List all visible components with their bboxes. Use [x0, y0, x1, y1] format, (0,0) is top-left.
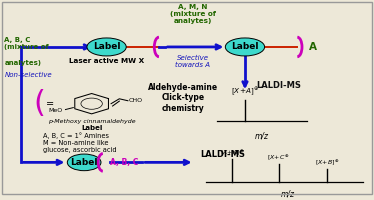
Text: =: =	[46, 99, 55, 109]
Text: A: A	[309, 42, 316, 52]
Text: A, B, C: A, B, C	[110, 158, 139, 167]
Text: Laser active MW X: Laser active MW X	[69, 58, 144, 64]
Text: $[X\!+\!A]^{\oplus}$: $[X\!+\!A]^{\oplus}$	[231, 86, 259, 98]
Text: LALDI-MS: LALDI-MS	[200, 150, 245, 159]
Text: Label: Label	[231, 42, 259, 51]
Text: CHO: CHO	[129, 98, 143, 103]
Text: A, B, C: A, B, C	[4, 37, 31, 43]
Text: Aldehyde-amine
Click-type
chemistry: Aldehyde-amine Click-type chemistry	[148, 83, 218, 113]
Text: $[X\!+\!C^{\oplus}$: $[X\!+\!C^{\oplus}$	[267, 154, 290, 163]
Text: (: (	[33, 89, 45, 118]
Text: Label: Label	[70, 158, 98, 167]
Text: MeO: MeO	[48, 108, 62, 113]
Text: glucose, ascorbic acid: glucose, ascorbic acid	[43, 147, 117, 153]
Text: Non-selective: Non-selective	[4, 72, 52, 78]
Ellipse shape	[87, 38, 126, 56]
Text: analytes): analytes)	[4, 60, 42, 66]
Text: $[X\!+\!A]^{\oplus}$: $[X\!+\!A]^{\oplus}$	[220, 149, 244, 158]
Ellipse shape	[225, 38, 265, 56]
Text: Label: Label	[93, 42, 120, 51]
Text: $[X\!+\!B]^{\oplus}$: $[X\!+\!B]^{\oplus}$	[315, 159, 340, 168]
Text: m/z: m/z	[281, 190, 295, 199]
Text: (mixture of: (mixture of	[4, 44, 49, 50]
Text: Label: Label	[81, 125, 102, 131]
Text: A, M, N
(mixture of
analytes): A, M, N (mixture of analytes)	[170, 4, 215, 24]
Text: M = Non-amine like: M = Non-amine like	[43, 140, 108, 146]
Text: LALDI-MS: LALDI-MS	[256, 81, 301, 90]
Text: p-Methoxy cinnamaldehyde: p-Methoxy cinnamaldehyde	[48, 119, 135, 124]
Ellipse shape	[67, 154, 101, 171]
Text: A, B, C = 1° Amines: A, B, C = 1° Amines	[43, 132, 109, 139]
Text: m/z: m/z	[255, 131, 269, 140]
Text: Selective
towards A: Selective towards A	[175, 55, 210, 68]
